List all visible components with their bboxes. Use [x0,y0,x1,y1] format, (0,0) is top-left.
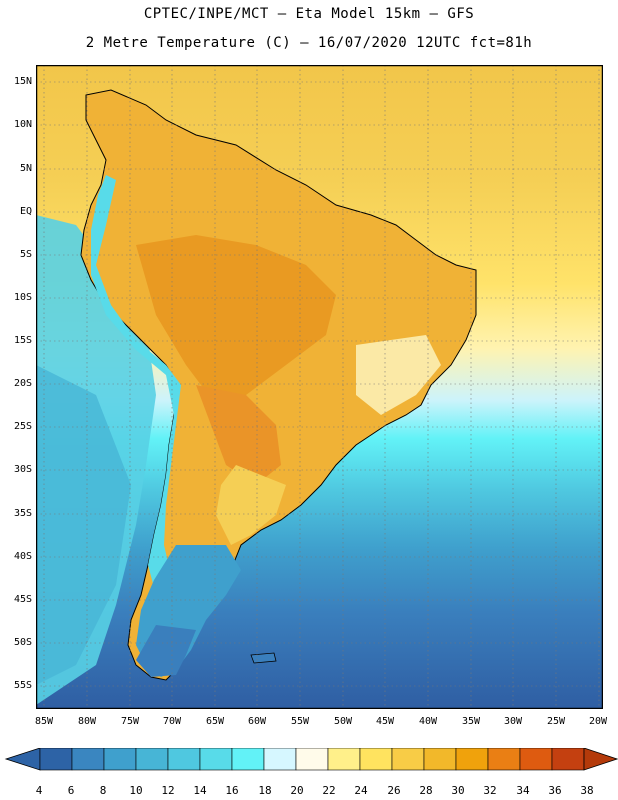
colorbar-tick: 28 [419,784,433,797]
colorbar-tick: 30 [451,784,465,797]
lat-label: 35S [13,508,32,519]
colorbar-tick: 20 [290,784,304,797]
colorbar-low-arrow [4,748,41,771]
colorbar-tick: 32 [483,784,497,797]
chart-title-line1: CPTEC/INPE/MCT – Eta Model 15km – GFS [143,6,475,22]
colorbar-cell [359,748,393,771]
lon-label: 70W [162,716,182,727]
colorbar-tick: 16 [225,784,239,797]
colorbar-cell [135,748,169,771]
colorbar-cell [167,748,201,771]
lon-label: 60W [247,716,267,727]
lat-label: 15S [13,335,32,346]
colorbar-tick: 34 [516,784,530,797]
colorbar-tick: 24 [354,784,368,797]
colorbar-cell [487,748,521,771]
lon-label: 50W [333,716,353,727]
colorbar-cell [391,748,425,771]
colorbar-cell [103,748,137,771]
colorbar-tick: 22 [322,784,336,797]
central-hot-zone [196,385,281,485]
colorbar-cell [455,748,489,771]
lon-label: 40W [418,716,438,727]
temperature-map [36,65,603,709]
colorbar-cell [551,748,585,771]
lon-label: 20W [588,716,608,727]
lat-label: 20S [13,378,32,389]
colorbar-tick: 6 [67,784,75,797]
lon-label: 75W [120,716,140,727]
brazil-coast-pale [356,335,441,415]
colorbar-tick: 14 [193,784,207,797]
lat-label: 25S [13,421,32,432]
colorbar-tick: 36 [548,784,562,797]
colorbar-cell [199,748,233,771]
lon-label: 25W [546,716,566,727]
lon-label: 35W [461,716,481,727]
pacific-mid-water [36,365,131,685]
colorbar-tick: 12 [161,784,175,797]
lat-label: 45S [13,594,32,605]
colorbar-cell [71,748,105,771]
colorbar-cell [39,748,73,771]
andes-cold-strip [91,175,181,595]
colorbar-cell [231,748,265,771]
lat-label: 40S [13,551,32,562]
colorbar-cell [519,748,553,771]
lat-label: 5S [19,249,32,260]
colorbar-tick: 26 [387,784,401,797]
colorbar-cell [327,748,361,771]
lon-label: 30W [503,716,523,727]
colorbar [4,748,618,771]
graticule [36,65,603,709]
colorbar-cells [39,748,585,771]
colorbar-cell [295,748,329,771]
colorbar-tick: 38 [580,784,594,797]
lat-label: EQ [19,206,32,217]
colorbar-cell [263,748,297,771]
colorbar-cell [423,748,457,771]
lon-label: 65W [205,716,225,727]
pampas-cool [216,465,286,545]
colorbar-tick: 4 [35,784,43,797]
lat-label: 50S [13,637,32,648]
colorbar-tick: 8 [99,784,107,797]
lat-label: 10S [13,292,32,303]
lon-label: 80W [77,716,97,727]
colorbar-high-arrow [583,748,618,771]
colorbar-tick: 18 [258,784,272,797]
amazon-hot-core [136,235,336,405]
chart-title-line2: 2 Metre Temperature (C) – 16/07/2020 12U… [85,35,533,51]
lat-label: 15N [13,76,32,87]
colorbar-tick: 10 [129,784,143,797]
lat-label: 30S [13,464,32,475]
lon-label: 85W [34,716,54,727]
map-frame [36,65,603,709]
southern-tip-cold [136,625,196,677]
lon-label: 45W [375,716,395,727]
lat-label: 10N [13,119,32,130]
lat-label: 55S [13,680,32,691]
lat-label: 5N [19,163,32,174]
lon-label: 55W [290,716,310,727]
falkland-islands [250,652,277,664]
